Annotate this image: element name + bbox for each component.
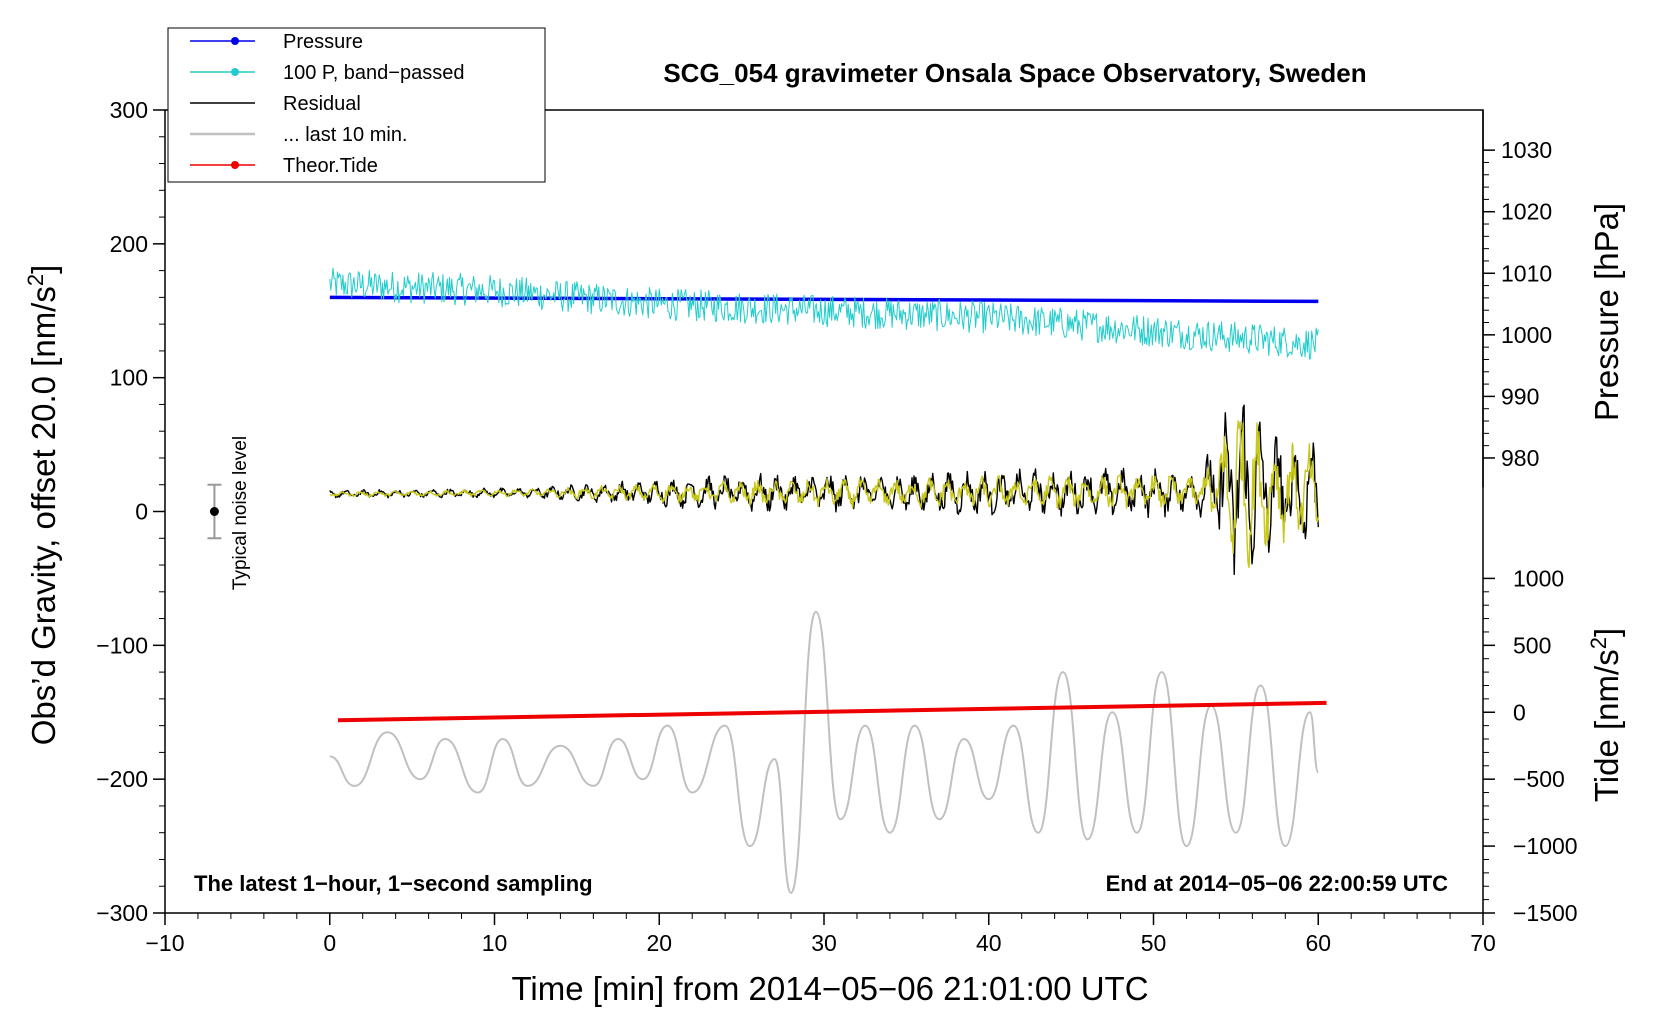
legend-marker (231, 68, 239, 76)
y-tide-tick-label: −1500 (1513, 900, 1578, 926)
y-pressure-tick-label: 980 (1501, 445, 1539, 471)
y-tide-tick-label: 1000 (1513, 565, 1564, 591)
x-tick-label: 50 (1141, 930, 1167, 956)
y-axis-left: 300 200 100 0 −100 −200 −300 (96, 97, 165, 926)
y-pressure-tick-label: 1030 (1501, 137, 1552, 163)
y-left-tick-label: 300 (110, 97, 148, 123)
y-tide-tick-label: −500 (1513, 766, 1565, 792)
y-left-tick-label: 0 (135, 499, 148, 525)
legend-box (167, 27, 546, 183)
series-line-100-p-band-passed (329, 267, 1319, 360)
y-axis-tide: 1000 500 0 −500 −1000 −1500 (1483, 565, 1578, 926)
y-axis-tide-label: Tide [nm/s2] (1586, 628, 1625, 802)
y-left-tick-label: −100 (96, 632, 148, 658)
x-tick-label: 70 (1470, 930, 1496, 956)
series-line-last-10-min (329, 610, 1320, 894)
y-pressure-tick-label: 1000 (1501, 322, 1552, 348)
x-tick-label: 30 (811, 930, 837, 956)
series-line-residual (329, 404, 1319, 576)
y-left-tick-label: −300 (96, 900, 148, 926)
y-tide-tick-label: 500 (1513, 632, 1551, 658)
x-tick-label: 0 (323, 930, 336, 956)
series-line-pressure (329, 295, 1319, 304)
x-tick-label: −10 (145, 930, 184, 956)
legend-label: Pressure (283, 31, 363, 53)
legend-items: Pressure 100 P, band−passed Residual ... la… (190, 31, 464, 177)
y-pressure-tick-label: 1010 (1501, 260, 1552, 286)
y-left-tick-label: −200 (96, 766, 148, 792)
y-axis-left-label: Obs’d Gravity, offset 20.0 [nm/s2] (23, 265, 62, 746)
legend: Pressure 100 P, band−passed Residual ... la… (167, 27, 546, 183)
y-axis-pressure: 1030 1020 1010 1000 990 980 (1482, 110, 1552, 488)
y-axis-pressure-label: Pressure [hPa] (1588, 203, 1625, 421)
x-tick-label: 10 (482, 930, 508, 956)
noise-bar (207, 483, 222, 540)
x-axis: −10 0 10 20 30 40 50 60 70 (145, 913, 1496, 956)
noise-bar-label: Typical noise level (230, 436, 251, 590)
legend-label: Theor.Tide (283, 155, 378, 177)
legend-marker (231, 161, 239, 169)
legend-label: ... last 10 min. (283, 124, 408, 146)
legend-label: Residual (283, 93, 361, 115)
y-pressure-tick-label: 990 (1501, 383, 1539, 409)
y-pressure-tick-label: 1020 (1501, 199, 1552, 225)
legend-marker (231, 37, 239, 45)
x-axis-label: Time [min] from 2014−05−06 21:01:00 UTC (511, 970, 1148, 1007)
x-tick-label: 40 (976, 930, 1002, 956)
y-tide-tick-label: 0 (1513, 699, 1526, 725)
y-left-tick-label: 200 (110, 231, 148, 257)
x-tick-label: 20 (646, 930, 672, 956)
note-right: End at 2014−05−06 22:00:59 UTC (1106, 871, 1449, 896)
legend-label: 100 P, band−passed (283, 62, 464, 84)
y-left-tick-label: 100 (110, 365, 148, 391)
chart-title: SCG_054 gravimeter Onsala Space Observat… (663, 58, 1366, 88)
series-layer (329, 267, 1327, 894)
series-line-theor-tide (337, 700, 1327, 723)
series-line-residual-filtered (329, 420, 1319, 569)
x-tick-label: 60 (1305, 930, 1331, 956)
noise-bar-dot (209, 507, 219, 516)
note-left: The latest 1−hour, 1−second sampling (194, 871, 593, 896)
y-tide-tick-label: −1000 (1513, 833, 1578, 859)
